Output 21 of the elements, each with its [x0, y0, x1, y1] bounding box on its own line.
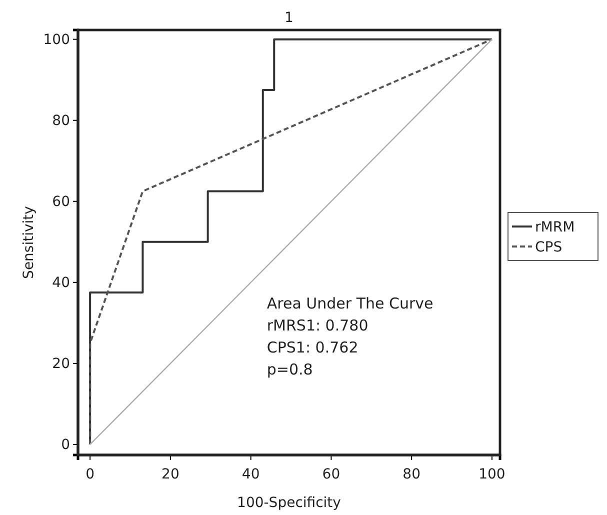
legend-label: CPS	[535, 240, 562, 256]
annotation: rMRS1: 0.780	[266, 316, 368, 335]
legend-label: rMRM	[535, 220, 575, 236]
x-tick-label: 40	[242, 466, 260, 482]
y-tick-label: 100	[43, 32, 70, 48]
chart-title: 1	[284, 10, 294, 26]
y-tick-label: 0	[61, 436, 70, 453]
x-tick-label: 60	[322, 466, 340, 482]
x-tick-label: 80	[402, 466, 420, 482]
annotation: Area Under The Curve	[266, 294, 434, 313]
x-axis-title: 100-Specificity	[237, 495, 341, 511]
annotation: p=0.8	[266, 360, 313, 379]
y-tick-label: 40	[52, 274, 70, 291]
y-tick-label: 60	[52, 194, 70, 210]
y-axis-title: Sensitivity	[21, 206, 37, 279]
y-tick-label: 20	[52, 356, 70, 372]
annotation: CPS1: 0.762	[266, 338, 358, 357]
x-tick-label: 0	[86, 466, 95, 482]
x-tick-label: 100	[478, 466, 506, 482]
x-tick-label: 20	[162, 466, 180, 482]
y-tick-label: 80	[52, 112, 70, 129]
